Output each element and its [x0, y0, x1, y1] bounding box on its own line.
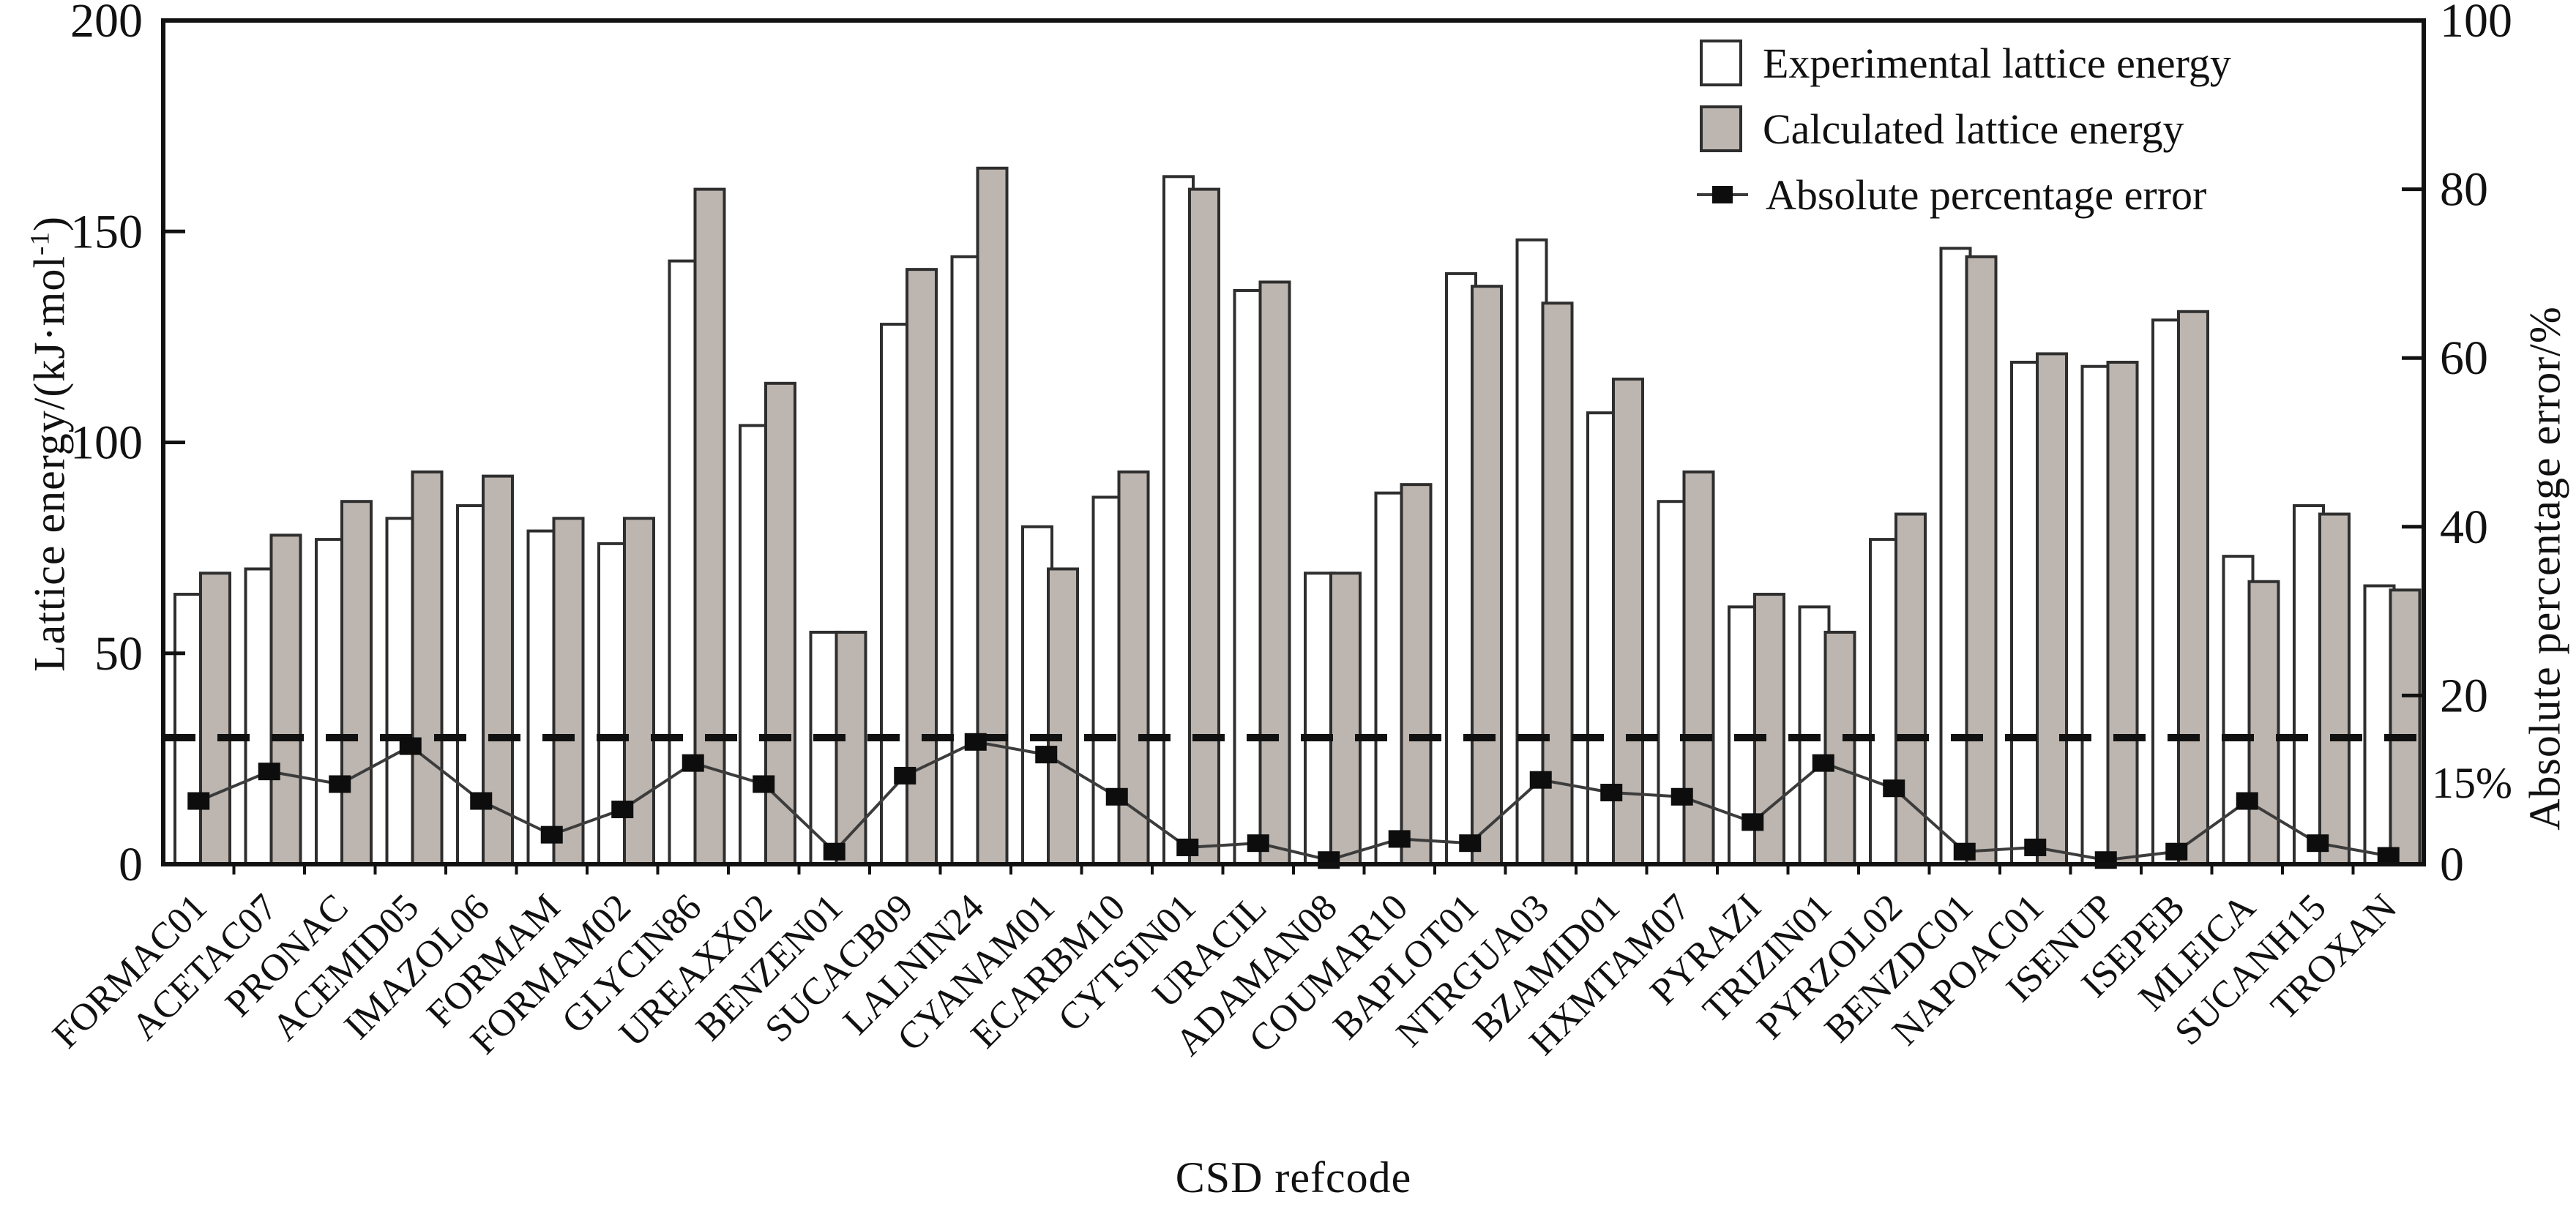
- bar-calculated-MLEICA: [2247, 580, 2280, 866]
- x-axis-title: CSD refcode: [1175, 1153, 1412, 1202]
- bar-calculated-PRONAC: [340, 500, 373, 866]
- error-marker-BENZDC01: [1953, 842, 1976, 861]
- error-marker-URACIL: [1247, 834, 1269, 853]
- bar-calculated-ISENUP: [2106, 360, 2139, 866]
- bar-calculated-URACIL: [1258, 280, 1291, 866]
- legend-item-experimental: Experimental lattice energy: [1700, 35, 2231, 91]
- y-right-tick-label: 100: [2440, 0, 2512, 48]
- legend-swatch-calculated-icon: [1700, 105, 1742, 152]
- bar-calculated-SUCACB09: [906, 268, 938, 866]
- error-marker-ECARBM10: [1105, 787, 1128, 806]
- y-left-tick-label: 100: [70, 416, 143, 470]
- y-left-tick-label: 200: [70, 0, 143, 48]
- error-marker-TROXAN: [2377, 847, 2400, 865]
- error-marker-UREAXX02: [753, 775, 775, 793]
- bar-calculated-NAPOAC01: [2036, 352, 2068, 866]
- bar-calculated-PYRZOL02: [1894, 512, 1927, 866]
- error-marker-ACETAC07: [258, 763, 280, 781]
- error-marker-PYRZOL02: [1883, 779, 1905, 798]
- error-marker-BAPLOT01: [1459, 834, 1482, 853]
- error-marker-FORMAC01: [187, 792, 210, 810]
- bar-calculated-GLYCIN86: [693, 187, 726, 866]
- legend-item-calculated: Calculated lattice energy: [1700, 101, 2231, 157]
- bar-calculated-ACETAC07: [269, 533, 302, 866]
- bar-calculated-ACEMID05: [411, 470, 444, 866]
- legend-label-experimental: Experimental lattice energy: [1763, 39, 2231, 87]
- y-axis-title-left-sup: -1: [25, 231, 56, 255]
- bar-calculated-FORMAC01: [199, 572, 231, 866]
- y-axis-title-right: Absolute percentage error/%: [2520, 306, 2569, 831]
- error-marker-LALNIN24: [964, 733, 987, 751]
- error-marker-ISEPEB: [2165, 842, 2188, 861]
- y-axis-title-left-main: Lattice energy/(kJ·mol: [25, 255, 74, 672]
- legend-swatch-experimental-icon: [1700, 40, 1742, 86]
- y-right-tick-label: 60: [2440, 332, 2488, 385]
- error-marker-SUCACB09: [894, 766, 916, 785]
- bar-calculated-CYANAM01: [1047, 567, 1079, 866]
- bar-calculated-BENZDC01: [1965, 255, 1998, 866]
- legend-item-error: Absolute percentage error: [1697, 167, 2231, 222]
- error-marker-IMAZOL06: [470, 792, 493, 810]
- error-marker-COUMAR10: [1388, 830, 1411, 848]
- error-marker-SUCANH15: [2307, 834, 2329, 853]
- error-marker-NAPOAC01: [2024, 838, 2047, 856]
- bar-calculated-CYTSIN01: [1188, 187, 1220, 866]
- bar-calculated-COUMAR10: [1400, 483, 1433, 866]
- bar-calculated-TROXAN: [2389, 588, 2422, 866]
- error-marker-CYANAM01: [1035, 746, 1058, 764]
- error-marker-GLYCIN86: [682, 754, 704, 772]
- error-marker-MLEICA: [2236, 792, 2258, 810]
- legend-label-calculated: Calculated lattice energy: [1763, 105, 2184, 153]
- legend: Experimental lattice energy Calculated l…: [1697, 35, 2231, 222]
- bar-calculated-ISEPEB: [2177, 310, 2209, 866]
- y-right-tick-label: 80: [2440, 163, 2488, 217]
- bar-calculated-BAPLOT01: [1471, 285, 1503, 866]
- bar-calculated-SUCANH15: [2318, 512, 2351, 866]
- error-marker-PYRAZI: [1741, 813, 1764, 831]
- legend-label-error: Absolute percentage error: [1766, 171, 2207, 219]
- error-marker-FORMAM02: [611, 801, 634, 819]
- y-right-tick-label: 20: [2440, 669, 2488, 722]
- legend-line-marker-icon: [1697, 171, 1748, 218]
- y-axis-title-left: Lattice energy/(kJ·mol-1): [25, 159, 75, 730]
- bar-calculated-BENZEN01: [835, 630, 867, 866]
- bar-calculated-FORMAM: [552, 517, 585, 866]
- y-right-tick-label: 0: [2440, 838, 2464, 891]
- error-line: [198, 740, 2389, 862]
- error-marker-FORMAM: [540, 825, 563, 844]
- y-right-tick-label: 40: [2440, 501, 2488, 554]
- bar-calculated-TRIZIN01: [1823, 630, 1856, 866]
- error-marker-PRONAC: [329, 775, 351, 793]
- error-marker-HXMTAM07: [1670, 787, 1693, 806]
- error-marker-TRIZIN01: [1812, 754, 1834, 772]
- y-left-tick-label: 50: [94, 627, 143, 681]
- y-left-tick-label: 0: [119, 838, 143, 891]
- error-marker-BZAMID01: [1600, 783, 1623, 801]
- threshold-15pct-label: 15%: [2432, 759, 2512, 807]
- y-left-tick-label: 150: [70, 205, 143, 258]
- error-marker-NTRGUA03: [1529, 771, 1552, 789]
- error-marker-CYTSIN01: [1176, 838, 1199, 856]
- bar-calculated-ADAMAN08: [1329, 572, 1362, 866]
- error-marker-BENZEN01: [823, 842, 845, 861]
- bar-calculated-LALNIN24: [976, 166, 1009, 866]
- error-marker-ACEMID05: [399, 737, 422, 755]
- y-axis-title-left-close: ): [25, 216, 74, 231]
